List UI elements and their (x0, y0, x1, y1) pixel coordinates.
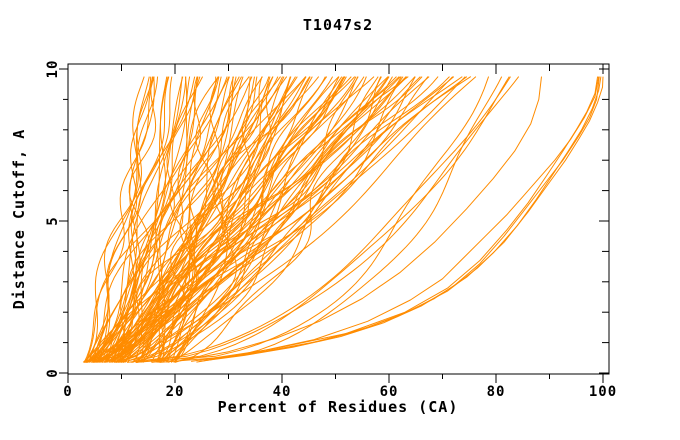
x-tick-label: 60 (380, 384, 399, 400)
model-curve (122, 76, 367, 363)
model-curve (87, 76, 145, 363)
x-tick-label: 100 (589, 384, 617, 400)
model-curve (180, 76, 542, 362)
model-curve (91, 76, 244, 363)
x-tick-label: 0 (63, 384, 72, 400)
model-curves-layer (82, 76, 604, 363)
model-curve (165, 76, 217, 363)
model-curve (159, 76, 503, 363)
y-tick-label: 10 (45, 60, 61, 79)
x-tick-label: 20 (166, 384, 185, 400)
model-curve (151, 76, 408, 363)
x-axis-label: Percent of Residues (CA) (218, 398, 459, 416)
model-curve (88, 76, 154, 363)
model-curve (84, 76, 375, 363)
model-curve (113, 76, 230, 363)
model-curve (171, 76, 291, 363)
model-curve (191, 76, 599, 362)
model-curve (83, 76, 201, 363)
model-curve (167, 76, 416, 363)
plot-frame (67, 63, 610, 375)
model-curve (98, 76, 343, 363)
model-curve (105, 76, 288, 363)
model-curve (140, 76, 430, 363)
model-curve (115, 76, 382, 363)
axis-tick-labels: 0 20 40 60 80 100 0 5 10 (45, 60, 617, 400)
model-curve (126, 76, 511, 363)
model-curve (110, 76, 397, 363)
model-curve (120, 76, 184, 363)
model-curve (107, 76, 170, 363)
model-curve (93, 76, 196, 363)
y-axis-label: Distance Cutoff, A (10, 129, 28, 310)
y-tick-label: 0 (45, 368, 61, 377)
x-tick-label: 80 (487, 384, 506, 400)
model-curve (93, 76, 250, 363)
model-curve (84, 76, 199, 363)
model-curve (142, 76, 450, 363)
model-curve (120, 76, 404, 363)
plot-box (67, 63, 610, 375)
model-curve (88, 76, 183, 363)
chart-title: T1047s2 (303, 16, 373, 34)
model-curve (137, 76, 251, 363)
model-curve (117, 76, 320, 363)
model-curve (141, 76, 242, 363)
model-curve (95, 76, 283, 363)
model-curve (83, 76, 155, 363)
model-curve (119, 76, 347, 363)
model-curve (159, 76, 454, 363)
model-curve (151, 76, 510, 363)
model-curve (155, 76, 234, 363)
model-curve (116, 76, 220, 363)
x-tick-label: 40 (273, 384, 292, 400)
model-curve (103, 76, 423, 363)
model-curve (85, 76, 468, 363)
model-curve (135, 76, 490, 363)
model-curve (124, 76, 352, 363)
model-curve (170, 76, 285, 363)
model-curve (135, 76, 429, 363)
axis-ticks (59, 64, 609, 383)
model-curve (135, 76, 520, 363)
model-curve (124, 76, 472, 363)
y-tick-label: 5 (45, 216, 61, 225)
model-curve (109, 76, 439, 363)
